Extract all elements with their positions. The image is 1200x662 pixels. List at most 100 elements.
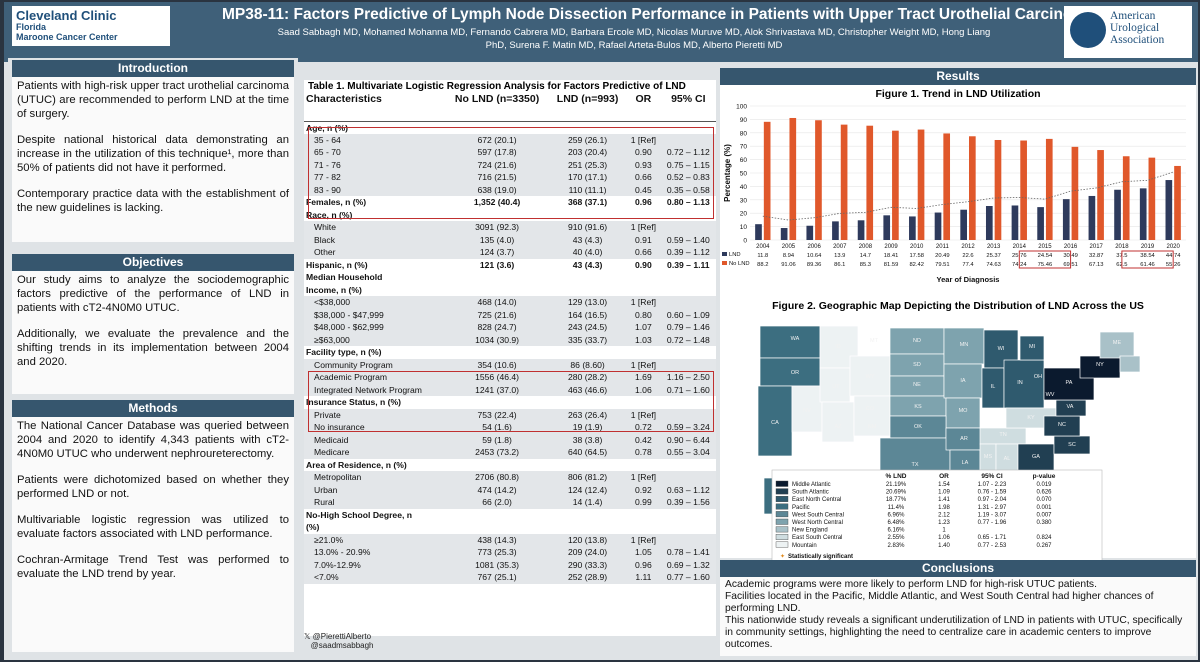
legend-header: p-value [1033,473,1056,480]
state-label: MS [984,454,993,460]
legend-value: 1 [942,528,946,534]
table-cell: 40 (4.0) [549,246,627,259]
legend-value: 1.40 [938,543,950,549]
table-header-cell: 95% CI [660,93,716,122]
table-cell: 0.42 [626,433,661,446]
legend-value: 1.98 [938,505,950,511]
table-cell: No-High School Degree, n [306,509,412,520]
table-cell [660,533,716,546]
table-cell: Private [304,408,446,421]
data-label: 25.37 [986,253,1001,259]
state-label: TX [911,462,918,468]
table-cell: 0.77 – 1.60 [660,571,716,584]
table-cell: 0.35 – 0.58 [660,183,716,196]
legend-header: OR [939,473,949,480]
state-label: IL [991,384,996,390]
state-label: IN [1017,380,1023,386]
methods-paragraph: Patients were dichotomized based on whet… [17,474,289,500]
x-tick-label: 2017 [1090,244,1104,250]
table-cell: 35 - 64 [304,133,446,146]
bar-no-lnd [1045,138,1053,240]
data-label: 18.41 [884,253,899,259]
legend-value: 1.31 - 2.97 [978,505,1007,511]
table-cell [660,296,716,309]
data-label: 75.46 [1038,262,1053,268]
table-cell [626,521,661,534]
table-cell: Academic Program [304,371,446,384]
table-cell: 1 [Ref] [626,221,661,234]
table-cell: 0.80 [626,308,661,321]
table-cell: 0.59 – 1.40 [660,233,716,246]
table-cell: Black [304,233,446,246]
social-handle[interactable]: @PierettiAlberto [312,632,372,641]
table-cell: 65 - 70 [304,146,446,159]
data-label: 13.9 [834,253,845,259]
table-cell: 243 (24.5) [549,321,627,334]
table-cell [549,521,626,534]
legend-header: 95% CI [981,473,1003,480]
data-label: 14.7 [860,253,871,259]
table-cell: 828 (24.7) [445,321,550,334]
legend-swatch [775,495,789,502]
table-row: Medicaid 59 (1.8) 38 (3.8) 0.42 0.90 – 6.44 [304,433,716,446]
x-tick-label: 2013 [987,244,1001,250]
methods-section: Methods The National Cancer Database was… [12,400,294,652]
table-cell: 164 (16.5) [549,308,627,321]
legend-value: 0.65 - 1.71 [978,535,1007,541]
table-row: (%) [304,521,716,534]
state-label: OH [1034,374,1042,380]
table-cell: 170 (17.1) [549,171,627,184]
table-cell: 66 (2.0) [445,496,550,509]
bar-lnd [832,221,839,240]
legend-label-no-lnd: No LND [729,261,750,267]
table-cell [661,459,716,472]
table-cell: 259 (26.1) [549,133,627,146]
state-label: MO [959,408,969,414]
table-cell [549,271,626,284]
legend-region-label: East South Central [792,535,842,541]
highlight-box [1018,250,1072,269]
table-row: Medicare 2453 (73.2) 640 (64.5) 0.78 0.55 – … [304,446,716,459]
table-cell: 1.16 – 2.50 [660,371,716,384]
table-row: 7.0%-12.9% 1081 (35.3) 290 (33.3) 0.96 0.69 … [304,558,716,571]
table-cell: 43 (4.3) [549,233,627,246]
table-cell [445,346,549,359]
table-cell: Race, n (%) [306,209,353,220]
legend-value: 6.16% [887,528,905,534]
table-cell: 0.59 – 3.24 [660,421,716,434]
data-label: 20.49 [935,253,950,259]
state-shape [821,401,855,443]
data-label: 91.06 [781,262,796,268]
figure-1-title: Figure 1. Trend in LND Utilization [875,88,1041,100]
state-label: MN [960,342,969,348]
table-cell: Median Household [306,272,383,283]
table-row: Median Household [304,271,716,284]
table-cell: 83 - 90 [304,183,446,196]
legend-value: 0.267 [1036,543,1052,549]
table-cell: 252 (28.9) [549,571,627,584]
aua-seal-icon [1070,12,1106,48]
data-label: 17.58 [909,253,924,259]
legend-swatch [775,503,789,510]
table-cell: 1 [Ref] [626,408,661,421]
state-shape [1003,359,1045,409]
state-label: KY [1027,415,1035,421]
social-handle[interactable]: @saadmsabbagh [310,641,374,650]
legend-swatch [775,480,789,487]
legend-value: 0.019 [1036,482,1052,488]
state-label: AL [1004,456,1011,462]
table-cell: 0.96 [635,197,652,208]
table-row: Females, n (%) 1,352 (40.4) 368 (37.1) 0.96… [304,196,716,209]
table-cell [661,346,716,359]
table-row: 83 - 90 638 (19.0) 110 (11.1) 0.45 0.35 – 0.… [304,183,716,196]
data-label: 67.13 [1089,262,1104,268]
table-row: <7.0% 767 (25.1) 252 (28.9) 1.11 0.77 – 1.60 [304,571,716,584]
table-row: ≥$63,000 1034 (30.9) 335 (33.7) 1.03 0.72 – … [304,333,716,346]
table-cell: 0.45 [626,183,661,196]
legend-swatch [775,518,789,525]
table-cell: 209 (24.0) [549,546,627,559]
state-label: KS [914,404,922,410]
table-cell: 753 (22.4) [445,408,550,421]
table-cell: 716 (21.5) [445,171,550,184]
legend-value: 0.97 - 2.04 [978,497,1007,503]
